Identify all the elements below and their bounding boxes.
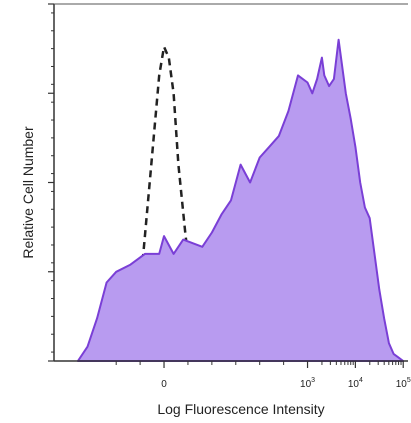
x-axis-title: Log Fluorescence Intensity xyxy=(157,401,324,417)
y-axis-title: Relative Cell Number xyxy=(20,126,36,259)
x-tick-label: 104 xyxy=(348,377,363,390)
series-filled-histogram xyxy=(76,38,405,362)
x-tick-label: 105 xyxy=(396,377,411,390)
x-tick-label: 0 xyxy=(161,379,167,390)
x-tick-label: 103 xyxy=(300,377,315,390)
